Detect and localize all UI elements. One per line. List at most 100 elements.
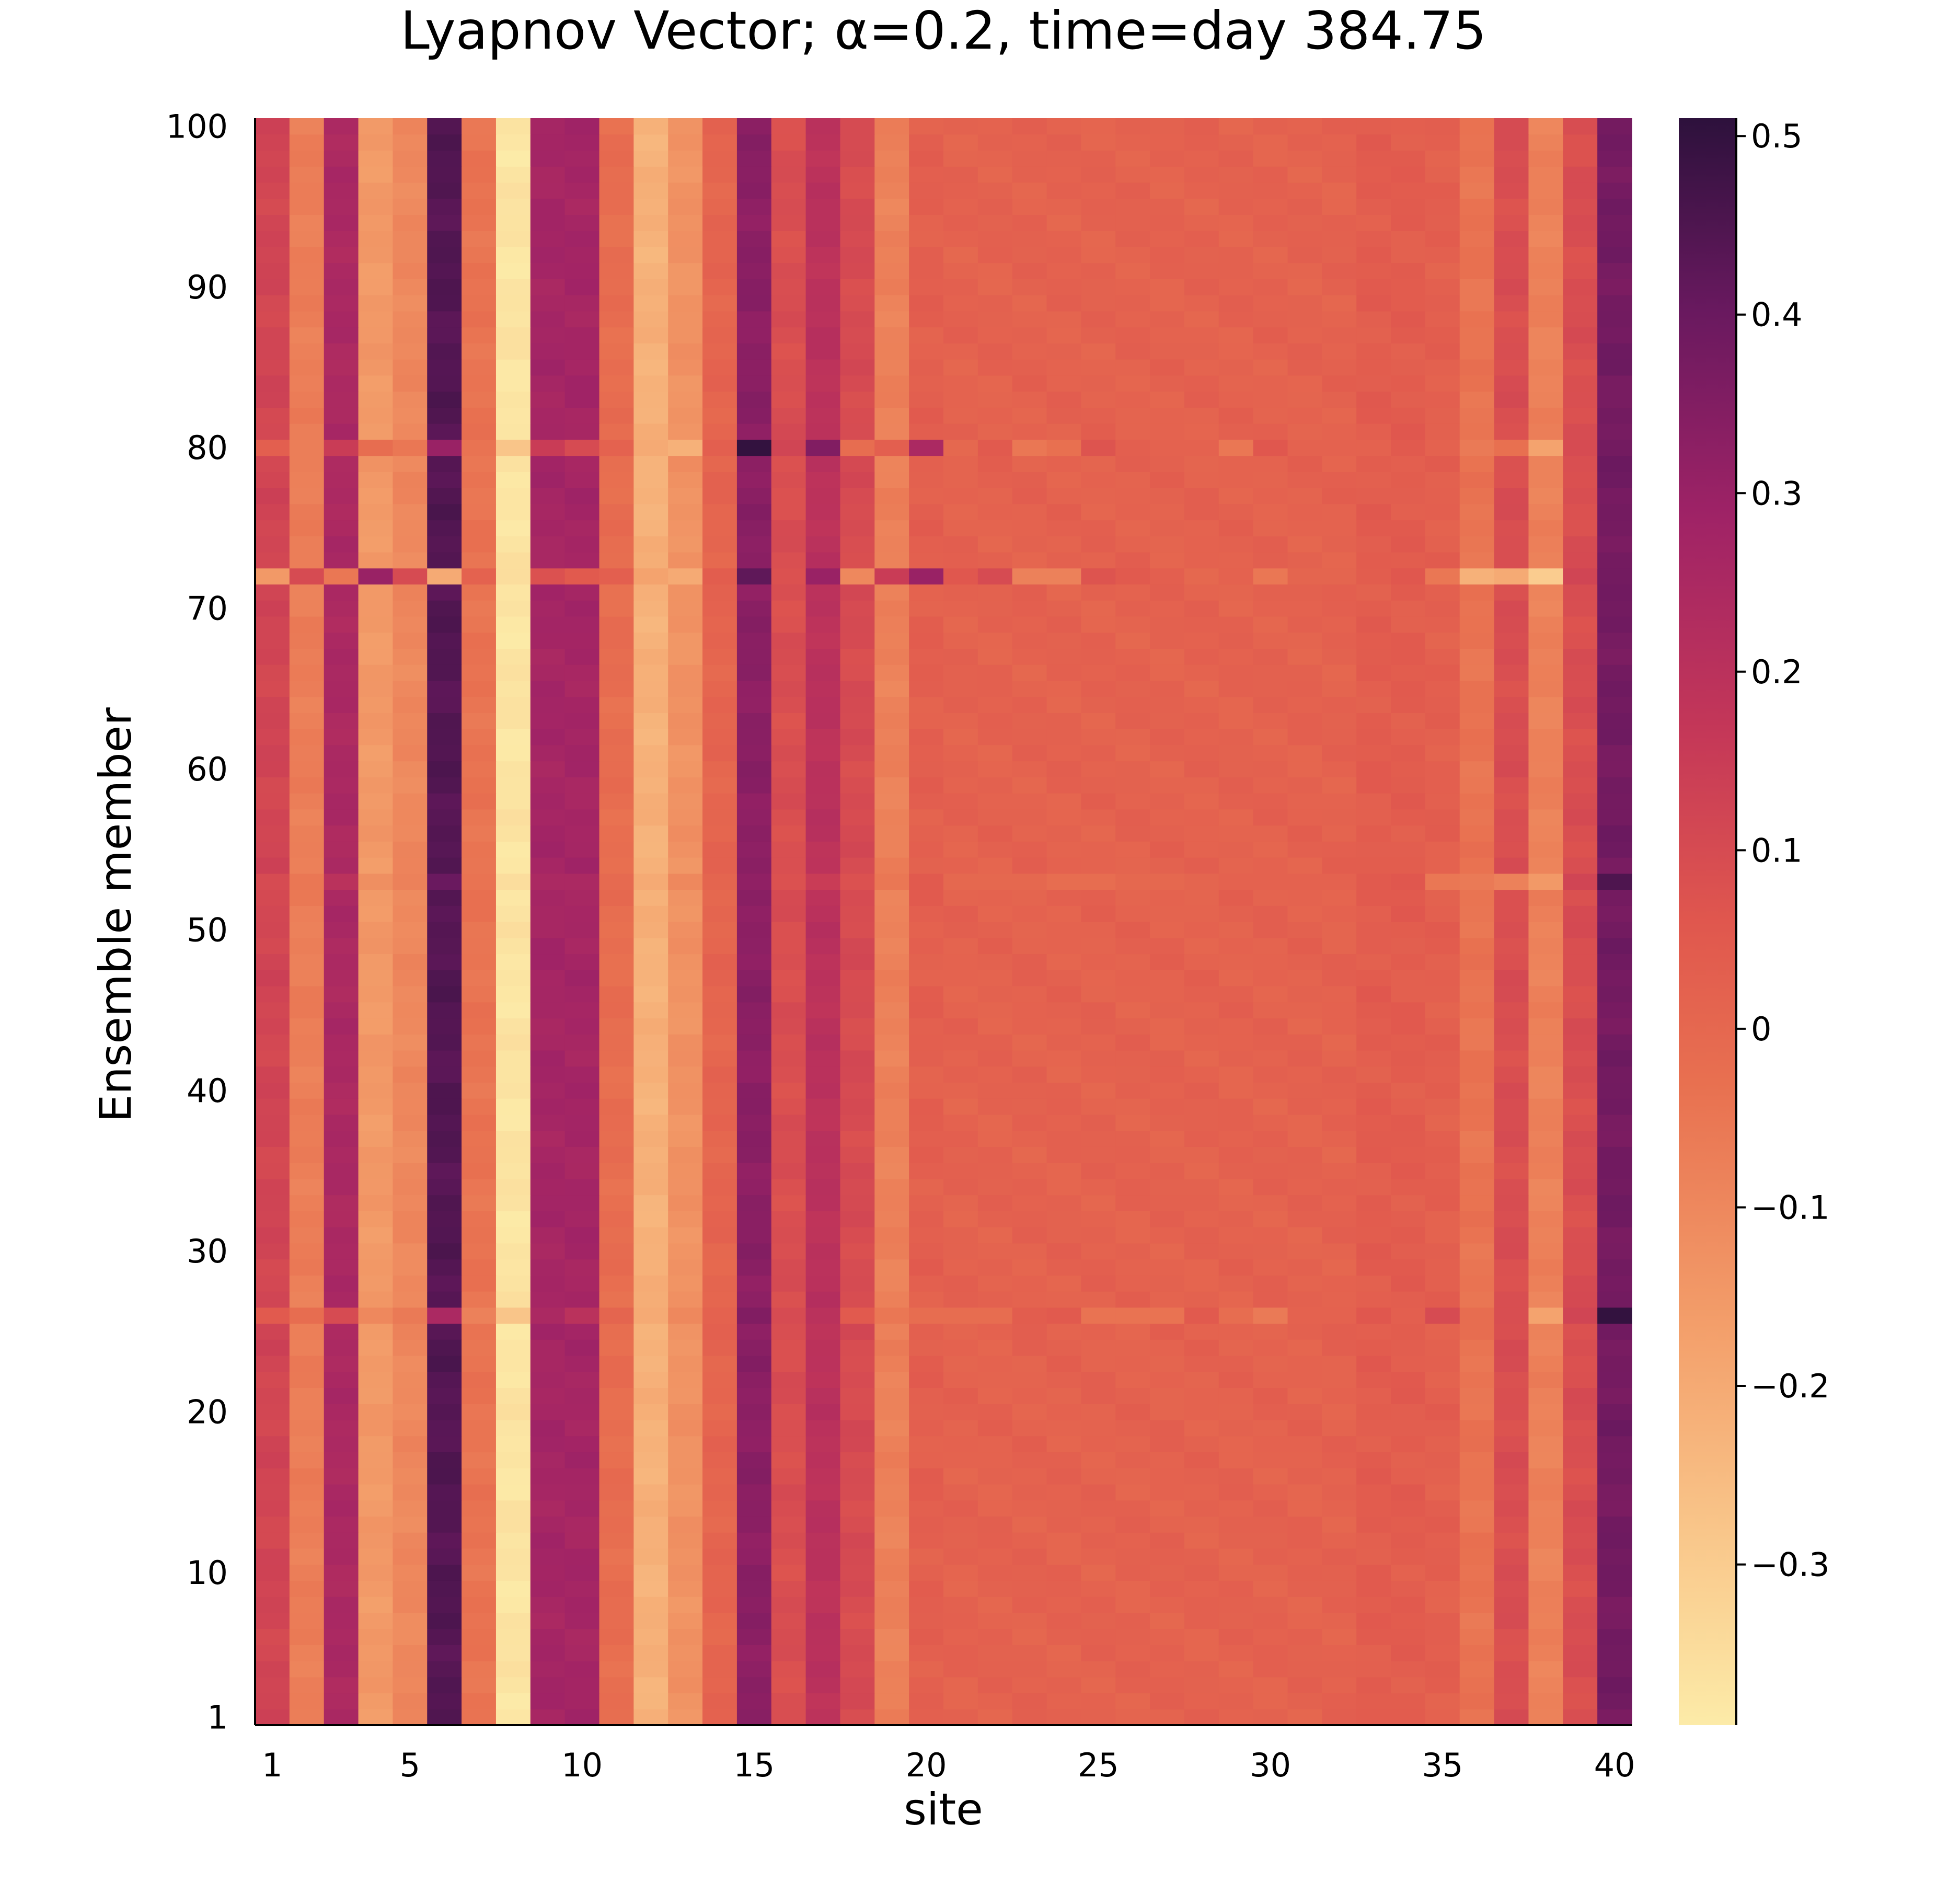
heatmap-cell <box>943 1645 978 1661</box>
heatmap-cell <box>736 985 772 1003</box>
heatmap-cell <box>530 1452 566 1468</box>
heatmap-cell <box>1425 680 1460 697</box>
heatmap-cell <box>1425 1098 1460 1115</box>
heatmap-cell <box>1012 552 1047 569</box>
heatmap-cell <box>1287 1612 1322 1629</box>
heatmap-cell <box>668 970 703 986</box>
heatmap-cell <box>324 1163 359 1179</box>
heatmap-cell <box>943 375 978 392</box>
heatmap-cell <box>427 1628 462 1645</box>
heatmap-cell <box>1563 713 1598 729</box>
heatmap-cell <box>1046 536 1081 553</box>
heatmap-cell <box>874 343 909 360</box>
heatmap-cell <box>943 1275 978 1292</box>
heatmap-cell <box>599 648 634 665</box>
heatmap-cell <box>1046 1275 1081 1292</box>
heatmap-cell <box>805 472 841 488</box>
heatmap-cell <box>1184 905 1219 922</box>
heatmap-cell <box>1218 359 1254 376</box>
heatmap-cell <box>874 793 909 810</box>
heatmap-cell <box>1150 375 1185 392</box>
heatmap-cell <box>1012 311 1047 328</box>
heatmap-cell <box>1287 246 1322 263</box>
heatmap-cell <box>289 231 325 247</box>
heatmap-cell <box>1528 1468 1563 1485</box>
heatmap-cell <box>1322 1066 1357 1083</box>
heatmap-cell <box>358 1243 393 1260</box>
heatmap-cell <box>1494 520 1529 536</box>
heatmap-cell <box>1081 198 1116 215</box>
heatmap-cell <box>633 905 668 922</box>
heatmap-cell <box>1115 1146 1150 1163</box>
heatmap-cell <box>668 680 703 697</box>
heatmap-cell <box>495 311 531 328</box>
heatmap-cell <box>289 1082 325 1099</box>
heatmap-cell <box>530 1564 566 1581</box>
heatmap-cell <box>427 1500 462 1517</box>
heatmap-cell <box>427 713 462 729</box>
heatmap-cell <box>1150 1082 1185 1099</box>
heatmap-cell <box>1391 825 1426 842</box>
heatmap-cell <box>1597 648 1632 665</box>
heatmap-cell <box>393 1404 428 1420</box>
heatmap-cell <box>1494 1404 1529 1420</box>
heatmap-cell <box>1218 1628 1254 1645</box>
heatmap-cell <box>1391 1564 1426 1581</box>
heatmap-cell <box>1494 327 1529 343</box>
heatmap-cell <box>599 905 634 922</box>
heatmap-cell <box>668 1677 703 1694</box>
heatmap-cell <box>1218 1612 1254 1629</box>
heatmap-cell <box>530 311 566 328</box>
heatmap-cell <box>1391 182 1426 199</box>
heatmap-cell <box>462 1436 497 1453</box>
heatmap-cell <box>668 214 703 231</box>
heatmap-cell <box>289 841 325 858</box>
heatmap-cell <box>358 1098 393 1115</box>
heatmap-cell <box>1218 1018 1254 1035</box>
heatmap-cell <box>599 1709 634 1726</box>
heatmap-cell <box>1081 503 1116 521</box>
heatmap-cell <box>943 1323 978 1340</box>
heatmap-cell <box>1012 1597 1047 1613</box>
heatmap-cell <box>358 262 393 279</box>
heatmap-cell <box>324 1612 359 1629</box>
heatmap-cell <box>668 1146 703 1163</box>
heatmap-cell <box>324 1580 359 1597</box>
heatmap-cell <box>564 1034 600 1051</box>
heatmap-cell <box>324 873 359 890</box>
heatmap-cell <box>840 1034 875 1051</box>
heatmap-cell <box>530 423 566 440</box>
heatmap-cell <box>771 616 806 633</box>
heatmap-cell <box>564 1339 600 1356</box>
heatmap-cell <box>1184 1436 1219 1453</box>
heatmap-cell <box>564 1211 600 1227</box>
heatmap-cell <box>1459 262 1495 279</box>
heatmap-cell <box>255 1484 290 1501</box>
heatmap-cell <box>530 391 566 408</box>
heatmap-cell <box>805 648 841 665</box>
heatmap-cell <box>702 970 737 986</box>
heatmap-cell <box>1287 664 1322 681</box>
heatmap-cell <box>1081 922 1116 938</box>
heatmap-cell <box>289 1500 325 1517</box>
heatmap-cell <box>702 680 737 697</box>
heatmap-cell <box>736 1002 772 1019</box>
heatmap-cell <box>702 375 737 392</box>
heatmap-cell <box>1046 1371 1081 1388</box>
heatmap-cell <box>1012 825 1047 842</box>
heatmap-cell <box>633 1082 668 1099</box>
heatmap-cell <box>255 744 290 762</box>
heatmap-cell <box>1218 1339 1254 1356</box>
heatmap-cell <box>495 713 531 729</box>
heatmap-cell <box>1081 1532 1116 1549</box>
heatmap-cell <box>1391 729 1426 745</box>
heatmap-cell <box>324 359 359 376</box>
heatmap-cell <box>771 1355 806 1372</box>
heatmap-cell <box>1563 1516 1598 1533</box>
heatmap-cell <box>289 761 325 777</box>
heatmap-cell <box>874 198 909 215</box>
heatmap-cell <box>1494 600 1529 617</box>
heatmap-cell <box>1287 680 1322 697</box>
heatmap-cell <box>1494 905 1529 922</box>
heatmap-cell <box>324 1371 359 1388</box>
